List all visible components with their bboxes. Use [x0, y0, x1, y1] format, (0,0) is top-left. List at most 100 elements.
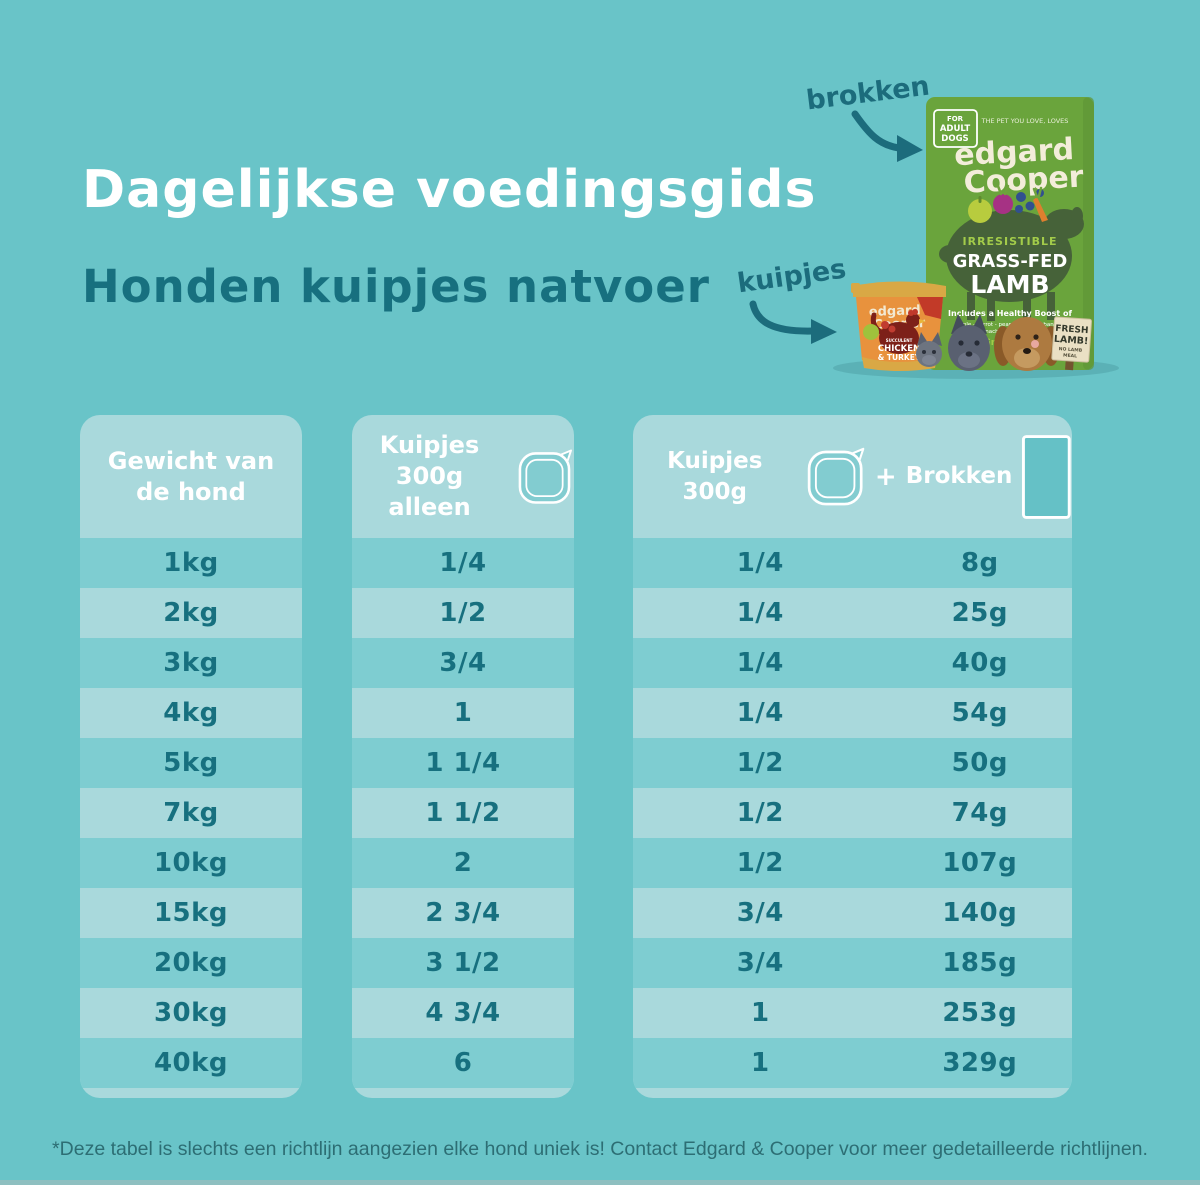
table-row: 20kg	[80, 938, 302, 988]
kibble-bag-image: FOR ADULT DOGS THE PET YOU LOVE, LOVES e…	[926, 97, 1094, 371]
kuipjes-mix-value: 1/2	[736, 748, 784, 778]
weight-value: 40kg	[153, 1048, 229, 1078]
kuipjes-mix-value: 1/2	[736, 848, 784, 878]
table-row: 1/4 40g	[633, 638, 1072, 688]
weight-value: 1kg	[163, 548, 219, 578]
kuipjes-alleen-value: 1 1/4	[425, 748, 501, 778]
sheep-silhouette	[939, 207, 1084, 321]
brokken-value: 329g	[942, 1048, 1018, 1078]
bag-brand-logo: edgard Cooper	[953, 132, 1084, 201]
tray-flavor-small: SUCCULENT	[886, 338, 913, 343]
table-row: 1 1/2	[352, 788, 574, 838]
table-row: 4kg	[80, 688, 302, 738]
flavor-line2: LAMB	[970, 270, 1049, 299]
table-row: 2 3/4	[352, 888, 574, 938]
table-row: 10kg	[80, 838, 302, 888]
table-row: 30kg	[80, 988, 302, 1038]
tray-flavor1: CHICKEN	[878, 344, 920, 354]
kuipjes-alleen-value: 3 1/2	[425, 948, 501, 978]
table-row: 4 3/4	[352, 988, 574, 1038]
svg-text:NO LAMB: NO LAMB	[1059, 346, 1083, 354]
kuipjes-alleen-value: 4 3/4	[425, 998, 501, 1028]
brokken-value: 40g	[951, 648, 1008, 678]
weight-column-header: Gewicht van de hond	[80, 415, 302, 538]
tray-icon	[518, 449, 573, 504]
kuipjes-alone-header: Kuipjes 300g alleen	[352, 415, 574, 538]
table-row: 2kg	[80, 588, 302, 638]
svg-text:MEAL: MEAL	[1063, 352, 1077, 359]
table-row: 1 253g	[633, 988, 1072, 1038]
kuipjes-arrow-icon	[749, 300, 837, 344]
table-row: 7kg	[80, 788, 302, 838]
brokken-value: 140g	[942, 898, 1018, 928]
fresh-lamb-sign: FRESH LAMB! NO LAMB MEAL	[1051, 316, 1092, 371]
kuipjes-mix-value: 1/4	[736, 598, 784, 628]
svg-text:LAMB!: LAMB!	[1054, 334, 1089, 347]
table-row: 1 329g	[633, 1038, 1072, 1088]
weight-header-line1: Gewicht van	[107, 446, 275, 475]
mix-header-part2: Brokken	[905, 463, 1013, 489]
weight-header-line2: de hond	[136, 477, 246, 506]
kuipjes-brokken-column: Kuipjes 300g + Brokken 1/4 8g 1/4 25g 1/4 40g…	[633, 415, 1072, 1098]
table-row: 1/4 8g	[633, 538, 1072, 588]
table-row: 1/2 50g	[633, 738, 1072, 788]
svg-text:DOGS: DOGS	[941, 134, 968, 144]
kuipjes-brokken-header: Kuipjes 300g + Brokken	[633, 415, 1072, 538]
brown-dog-illustration	[994, 317, 1060, 371]
brokken-value: 74g	[951, 798, 1008, 828]
kibble-bag-icon	[1022, 434, 1072, 519]
kuipjes-alleen-value: 1	[453, 698, 473, 728]
mix-header-part1: Kuipjes 300g	[667, 447, 763, 505]
kuipjes-mix-value: 3/4	[736, 898, 784, 928]
kuipjes-alleen-value: 1/2	[439, 598, 487, 628]
weight-value: 15kg	[153, 898, 229, 928]
tray-corner-badge	[917, 297, 943, 319]
tray-icon	[807, 447, 864, 505]
table-row: 15kg	[80, 888, 302, 938]
kuipjes-alone-column: Kuipjes 300g alleen 1/4 1/2 3/4 1 1 1/4 1 1/2…	[352, 415, 574, 1098]
table-row: 3 1/2	[352, 938, 574, 988]
kuipjes-alleen-value: 1 1/2	[425, 798, 501, 828]
plus-sign: +	[874, 461, 897, 492]
tray-fruit-icons	[863, 321, 896, 340]
table-row: 1kg	[80, 538, 302, 588]
table-row: 5kg	[80, 738, 302, 788]
kuipjes-mix-value: 1/4	[736, 648, 784, 678]
table-row: 3/4	[352, 638, 574, 688]
kuipjes-mix-value: 1	[751, 1048, 770, 1078]
table-row: 6	[352, 1038, 574, 1088]
brokken-value: 8g	[960, 548, 999, 578]
kuipjes-mix-value: 3/4	[736, 948, 784, 978]
table-row: 1/4 25g	[633, 588, 1072, 638]
weight-value: 2kg	[163, 598, 219, 628]
weight-value: 20kg	[153, 948, 229, 978]
weight-value: 5kg	[163, 748, 219, 778]
table-row: 1/4 54g	[633, 688, 1072, 738]
table-row: 1/2 74g	[633, 788, 1072, 838]
kuipjes-alone-rows: 1/4 1/2 3/4 1 1 1/4 1 1/2 2 2 3/4 3 1/2 4 3/4 6	[352, 538, 574, 1088]
table-row: 1 1/4	[352, 738, 574, 788]
svg-text:edgard: edgard	[953, 132, 1074, 173]
kuipjes-mix-value: 1/4	[736, 698, 784, 728]
kuipjes-alone-header-line2: 300g alleen	[388, 462, 471, 521]
table-row: 40kg	[80, 1038, 302, 1088]
brokken-value: 50g	[951, 748, 1008, 778]
table-row: 3kg	[80, 638, 302, 688]
table-row: 2	[352, 838, 574, 888]
kuipjes-mix-value: 1	[751, 998, 770, 1028]
bottom-edge-strip	[0, 1180, 1200, 1185]
table-row: 1/4	[352, 538, 574, 588]
table-row: 1/2	[352, 588, 574, 638]
boost-heading: Includes a Healthy Boost of	[948, 309, 1072, 318]
brokken-arrow-icon	[851, 110, 923, 162]
cat-illustration	[916, 332, 942, 367]
page-title: Dagelijkse voedingsgids	[82, 160, 817, 220]
kuipjes-alleen-value: 2 3/4	[425, 898, 501, 928]
weight-value: 3kg	[163, 648, 219, 678]
table-row: 3/4 140g	[633, 888, 1072, 938]
brokken-value: 253g	[942, 998, 1018, 1028]
kuipjes-alleen-value: 3/4	[439, 648, 487, 678]
fruit-veg-icons	[968, 184, 1048, 223]
svg-text:ADULT: ADULT	[940, 124, 971, 134]
